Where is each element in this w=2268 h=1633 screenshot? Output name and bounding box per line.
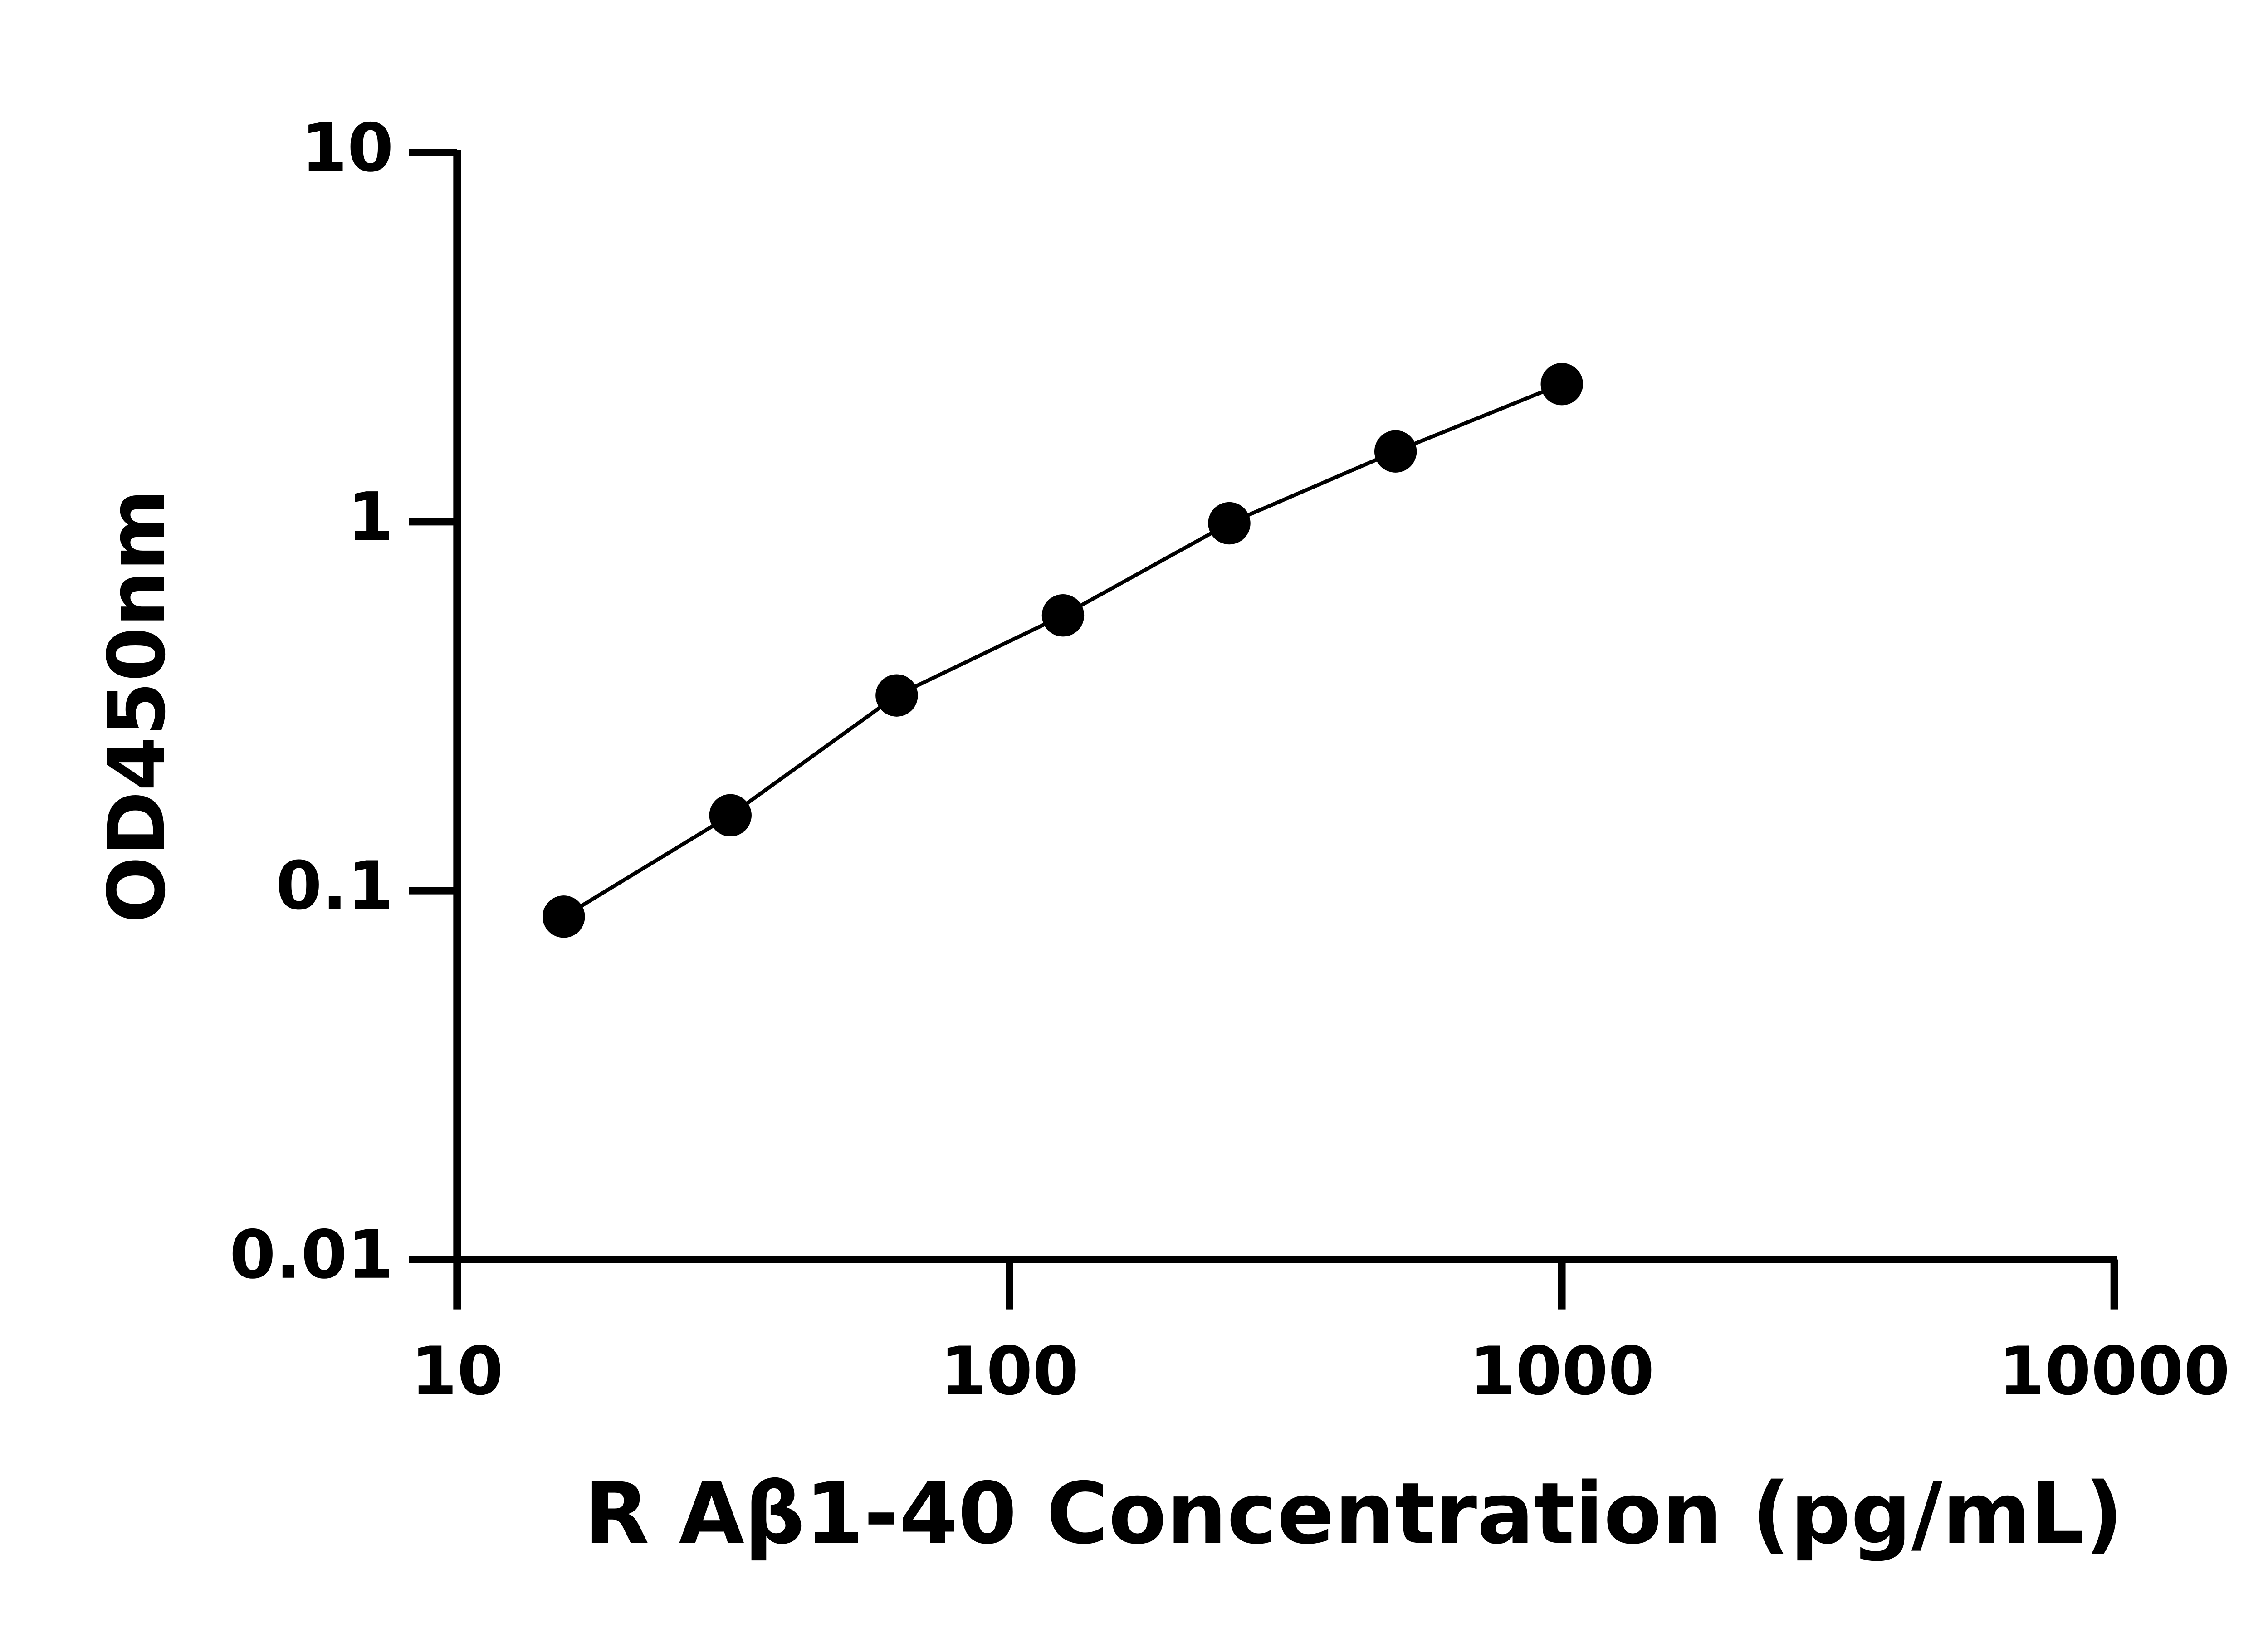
data-point	[1208, 502, 1251, 545]
x-tick-label: 100	[940, 1332, 1079, 1410]
y-tick-label: 0.1	[276, 847, 394, 924]
y-tick-label: 1	[347, 478, 394, 556]
x-tick-label: 1000	[1469, 1332, 1654, 1410]
data-point	[1374, 430, 1417, 473]
data-point	[709, 794, 752, 836]
y-tick-label: 0.01	[230, 1216, 394, 1294]
data-point	[875, 674, 918, 717]
x-tick-label: 10	[411, 1332, 503, 1410]
y-tick-label: 10	[301, 109, 394, 187]
x-axis-label: R Aβ1-40 Concentration (pg/mL)	[584, 1465, 2123, 1563]
x-tick-label: 10000	[1999, 1332, 2230, 1410]
data-point	[1540, 363, 1583, 406]
data-point	[543, 895, 585, 938]
data-point	[1041, 594, 1085, 637]
y-axis-label: OD450nm	[91, 489, 183, 923]
